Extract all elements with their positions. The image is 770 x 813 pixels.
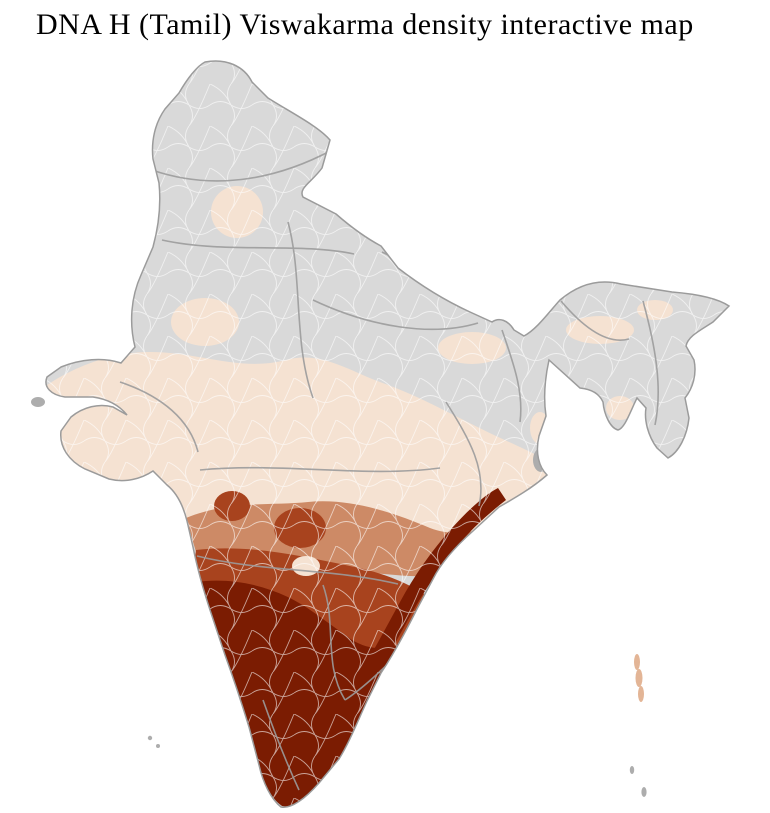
nicobar-islands[interactable] bbox=[629, 766, 647, 797]
lakshadweep-island-1[interactable] bbox=[147, 735, 153, 741]
nicobar-island-2[interactable] bbox=[641, 787, 647, 797]
andaman-island-middle[interactable] bbox=[635, 669, 643, 687]
andaman-island-south[interactable] bbox=[638, 686, 644, 702]
nicobar-island-1[interactable] bbox=[629, 766, 635, 774]
andaman-islands[interactable] bbox=[634, 654, 644, 702]
andaman-island-north[interactable] bbox=[634, 654, 640, 670]
page-title: DNA H (Tamil) Viswakarma density interac… bbox=[36, 8, 694, 41]
kutch-islet[interactable] bbox=[31, 397, 45, 407]
state-borders-south bbox=[196, 401, 482, 791]
lakshadweep-island-2[interactable] bbox=[156, 744, 160, 748]
